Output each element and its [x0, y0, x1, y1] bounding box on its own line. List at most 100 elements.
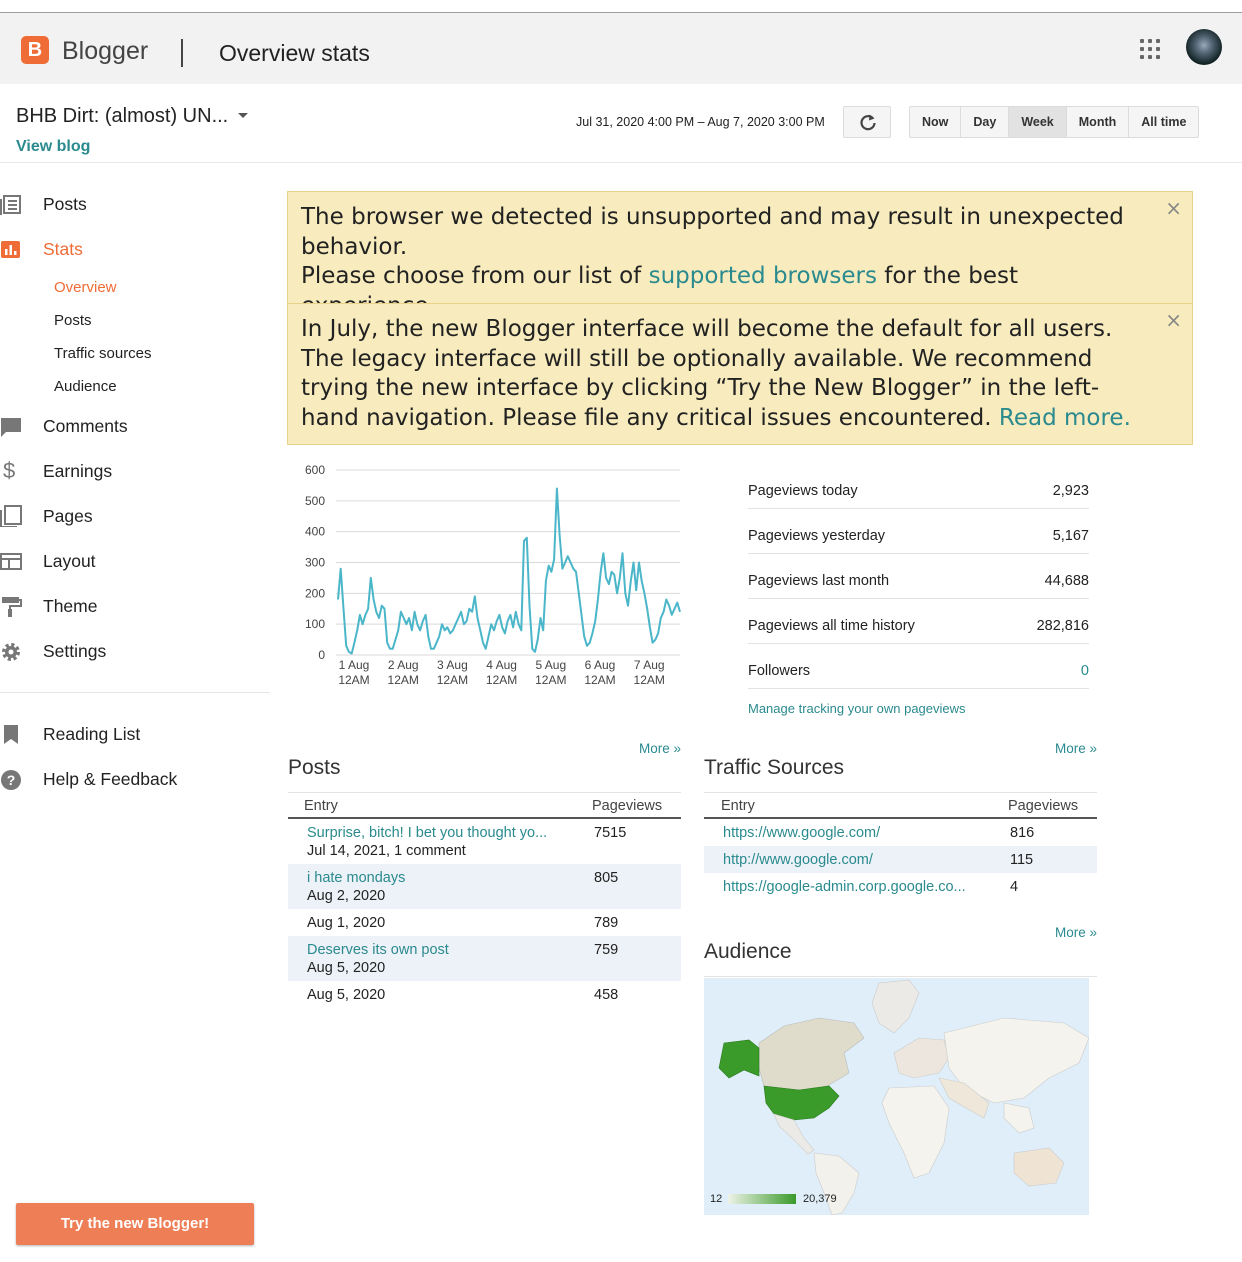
post-meta: Jul 14, 2021, 1 comment [307, 843, 466, 859]
sidebar-subitem-overview[interactable]: Overview [54, 279, 117, 296]
audience-more-link[interactable]: More » [1055, 925, 1098, 940]
x-tick-label: 5 Aug [535, 658, 566, 672]
top-bar: B Blogger Overview stats [0, 13, 1242, 84]
traffic-source-link[interactable]: http://www.google.com/ [723, 852, 873, 868]
traffic-more-link[interactable]: More » [1055, 741, 1098, 756]
svg-text:?: ? [7, 772, 16, 788]
manage-tracking-link[interactable]: Manage tracking your own pageviews [748, 701, 966, 716]
caret-down-icon[interactable] [238, 113, 248, 118]
summary-row: Pageviews today 2,923 [748, 464, 1089, 509]
range-month-button[interactable]: Month [1065, 107, 1128, 137]
post-title-link[interactable]: i hate mondays [307, 870, 406, 886]
gear-icon [2, 643, 20, 661]
sidebar-subitem-traffic-sources[interactable]: Traffic sources [54, 345, 152, 362]
x-tick-label: 6 Aug [585, 658, 616, 672]
traffic-pageviews: 816 [1010, 825, 1035, 841]
avatar[interactable] [1186, 29, 1222, 65]
refresh-button[interactable] [843, 106, 891, 138]
sidebar-divider [0, 692, 270, 693]
column-header-pageviews: Pageviews [592, 798, 663, 814]
table-row: http://www.google.com/ 115 [704, 846, 1097, 873]
new-interface-banner: In July, the new Blogger interface will … [287, 303, 1193, 445]
sidebar-subitem-posts[interactable]: Posts [54, 312, 92, 329]
summary-label: Pageviews last month [748, 573, 890, 589]
dollar-icon: $ [3, 458, 16, 483]
header-divider [181, 39, 183, 67]
sidebar-item-earnings[interactable]: $ Earnings [0, 456, 270, 486]
table-row: Surprise, bitch! I bet you thought yo...… [288, 819, 681, 864]
traffic-table: Entry Pageviews https://www.google.com/ … [704, 793, 1097, 900]
sidebar-item-comments[interactable]: Comments [0, 411, 270, 441]
summary-value: 282,816 [1036, 618, 1089, 634]
summary-row: Pageviews yesterday 5,167 [748, 509, 1089, 554]
table-row: Aug 5, 2020 458 [288, 981, 681, 1008]
range-selector: Now Day Week Month All time [909, 106, 1200, 138]
x-tick-label: 4 Aug [486, 658, 517, 672]
pageviews-series-line[interactable] [337, 487, 681, 655]
sidebar-subitem-audience[interactable]: Audience [54, 378, 117, 395]
stats-icon [1, 241, 20, 258]
sidebar-item-settings[interactable]: Settings [0, 636, 270, 666]
x-tick-label: 12AM [437, 673, 468, 687]
traffic-section-title: Traffic Sources [704, 756, 845, 779]
post-title-link[interactable]: Deserves its own post [307, 942, 449, 958]
table-row: i hate mondays Aug 2, 2020 805 [288, 864, 681, 909]
sidebar-item-theme[interactable]: Theme [0, 591, 270, 621]
window-top-border [0, 12, 1242, 13]
post-pageviews: 759 [594, 942, 619, 958]
post-meta: Aug 2, 2020 [307, 888, 386, 904]
table-row: https://www.google.com/ 816 [704, 819, 1097, 846]
sidebar-item-pages[interactable]: Pages [0, 501, 270, 531]
date-range-label: Jul 31, 2020 4:00 PM – Aug 7, 2020 3:00 … [576, 115, 825, 129]
y-tick-label: 600 [305, 463, 325, 477]
sidebar-item-label: Theme [43, 596, 98, 616]
post-meta: Aug 5, 2020 [307, 960, 386, 976]
followers-count-link[interactable]: 0 [1080, 663, 1089, 679]
apps-grid-icon[interactable] [1140, 39, 1160, 59]
x-tick-label: 12AM [584, 673, 615, 687]
view-blog-link[interactable]: View blog [16, 138, 91, 155]
help-icon: ? [1, 770, 21, 790]
app-name[interactable]: Blogger [62, 37, 149, 65]
post-pageviews: 789 [594, 915, 619, 931]
banner-text: Please choose from our list of [301, 263, 649, 289]
summary-value: 44,688 [1044, 573, 1089, 589]
legend-min: 12 [710, 1193, 723, 1205]
close-icon[interactable]: × [1165, 308, 1182, 332]
range-all-time-button[interactable]: All time [1128, 107, 1198, 137]
summary-row: Followers 0 [748, 644, 1089, 689]
supported-browsers-link[interactable]: supported browsers [648, 263, 877, 289]
y-tick-label: 100 [305, 617, 325, 631]
table-row: https://google-admin.corp.google.co... 4 [704, 873, 1097, 900]
sidebar-item-label: Earnings [43, 461, 113, 481]
posts-icon [0, 195, 21, 215]
column-header-pageviews: Pageviews [1008, 798, 1079, 814]
post-meta: Aug 5, 2020 [307, 987, 386, 1003]
blogger-logo-icon[interactable]: B [21, 36, 49, 64]
blog-selector[interactable]: BHB Dirt: (almost) UN... [16, 105, 229, 127]
try-new-blogger-button[interactable]: Try the new Blogger! [16, 1203, 254, 1245]
traffic-source-link[interactable]: https://google-admin.corp.google.co... [723, 879, 966, 895]
x-tick-label: 12AM [486, 673, 517, 687]
summary-label: Followers [748, 663, 811, 679]
traffic-source-link[interactable]: https://www.google.com/ [723, 825, 881, 841]
sidebar-item-stats[interactable]: Stats [0, 234, 270, 264]
table-row: Deserves its own post Aug 5, 2020 759 [288, 936, 681, 981]
sidebar-item-help[interactable]: ? Help & Feedback [0, 764, 270, 794]
post-title-link[interactable]: Surprise, bitch! I bet you thought yo... [307, 825, 548, 841]
read-more-link[interactable]: Read more. [998, 404, 1131, 431]
sidebar-item-posts[interactable]: Posts [0, 189, 270, 219]
sidebar-item-layout[interactable]: Layout [0, 546, 270, 576]
paint-roller-icon [2, 597, 22, 617]
sidebar-item-label: Posts [43, 194, 87, 214]
summary-row: Pageviews last month 44,688 [748, 554, 1089, 599]
close-icon[interactable]: × [1165, 196, 1182, 220]
range-day-button[interactable]: Day [960, 107, 1008, 137]
range-now-button[interactable]: Now [922, 115, 949, 129]
audience-world-map[interactable] [704, 978, 1089, 1215]
range-week-button[interactable]: Week [1008, 107, 1066, 137]
bookmark-icon [4, 725, 18, 744]
posts-more-link[interactable]: More » [639, 741, 682, 756]
refresh-icon [860, 114, 876, 131]
sidebar-item-reading-list[interactable]: Reading List [0, 719, 270, 749]
